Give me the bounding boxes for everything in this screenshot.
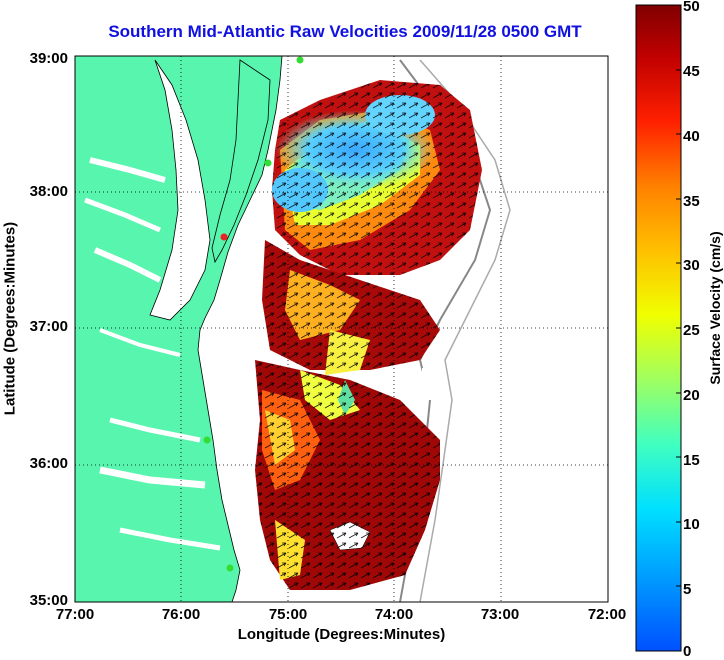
station-marker: [264, 159, 272, 167]
colorbar-tick: 5: [683, 581, 692, 598]
x-tick-label: 77:00: [55, 606, 95, 623]
station-marker: [296, 56, 304, 64]
colorbar-tick: 30: [683, 257, 700, 274]
y-tick-label: 39:00: [29, 50, 68, 67]
colorbar-tick: 40: [683, 128, 700, 145]
station-marker: [220, 233, 228, 241]
colorbar-tick: 45: [683, 63, 700, 80]
velocity-field: [255, 80, 482, 590]
x-tick-label: 74:00: [374, 606, 414, 623]
colorbar-tick: 25: [683, 322, 700, 339]
x-axis-label: Longitude (Degrees:Minutes): [237, 626, 446, 643]
colorbar-tick: 0: [683, 643, 692, 660]
chesapeake-bay: [149, 59, 211, 321]
y-tick-label: 36:00: [29, 455, 68, 472]
x-tick-label: 73:00: [480, 606, 520, 623]
colorbar: [635, 4, 682, 652]
y-tick-label: 35:00: [29, 592, 68, 609]
x-tick-label: 72:00: [587, 606, 627, 623]
station-marker: [226, 564, 234, 572]
colorbar-tick: 50: [683, 0, 700, 15]
peninsula: [211, 59, 271, 264]
colorbar-tick: 15: [683, 452, 700, 469]
colorbar-tick: 10: [683, 516, 700, 533]
x-tick-label: 75:00: [268, 606, 308, 623]
map-title: Southern Mid-Atlantic Raw Velocities 200…: [108, 22, 582, 41]
x-tick-label: 76:00: [161, 606, 201, 623]
colorbar-tick: 20: [683, 387, 700, 404]
y-tick-label: 38:00: [29, 183, 68, 200]
station-marker: [203, 436, 211, 444]
grid-lines: [75, 56, 608, 602]
colorbar-tick: 35: [683, 193, 700, 210]
y-tick-label: 37:00: [29, 318, 68, 335]
